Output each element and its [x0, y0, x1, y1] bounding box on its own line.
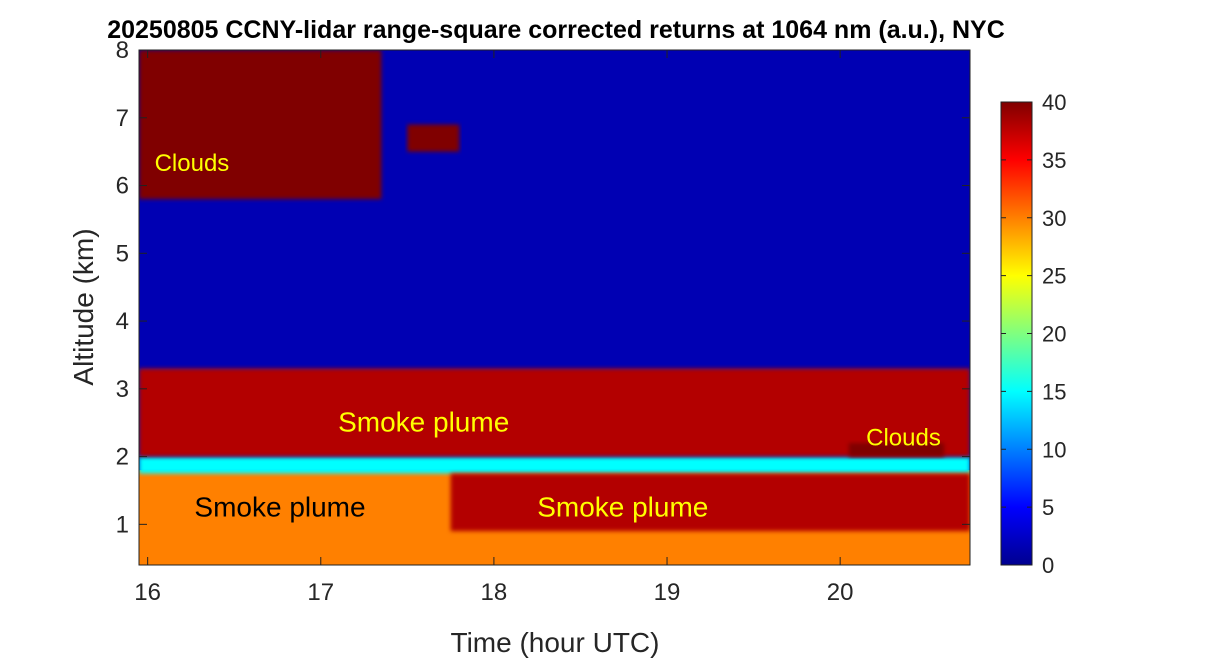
colorbar-tick-label: 35: [1042, 148, 1066, 173]
y-axis-label: Altitude (km): [68, 228, 99, 385]
colorbar-tick-label: 25: [1042, 264, 1066, 289]
colorbar-tick-label: 20: [1042, 322, 1066, 347]
x-axis-label: Time (hour UTC): [451, 627, 660, 658]
x-axis: 16 17 18 19 20: [134, 50, 854, 606]
annotation-label: Clouds: [866, 424, 941, 451]
colorbar-tick-label: 5: [1042, 495, 1054, 520]
colorbar-tick-label: 10: [1042, 437, 1066, 462]
y-tick-label: 7: [116, 105, 129, 132]
x-tick-label: 20: [827, 579, 854, 606]
plot-area: [139, 50, 970, 565]
colorbar-ticks: 0 5 10 15 20 25 30 35 40: [1001, 90, 1066, 578]
heatmap-cloud-region: [407, 124, 460, 152]
y-tick-label: 5: [116, 240, 129, 267]
colorbar-tick-label: 15: [1042, 379, 1066, 404]
x-tick-label: 18: [481, 579, 508, 606]
x-tick-label: 16: [134, 579, 161, 606]
heatmap-smoke-region: [450, 473, 970, 532]
y-tick-label: 1: [116, 511, 129, 538]
colorbar-tick-label: 0: [1042, 553, 1054, 578]
y-axis: 1 2 3 4 5 6 7 8: [116, 37, 970, 538]
annotation-label: Smoke plume: [338, 407, 509, 438]
x-tick-label: 17: [307, 579, 334, 606]
heatmap-transition-region: [139, 456, 970, 474]
annotation-label: Smoke plume: [537, 491, 708, 522]
annotation-label: Clouds: [155, 150, 230, 177]
colorbar-tick-label: 40: [1042, 90, 1066, 115]
colorbar-tick-label: 30: [1042, 206, 1066, 231]
heatmap-cloud-region: [139, 50, 382, 200]
chart-title: 20250805 CCNY-lidar range-square correct…: [107, 16, 1005, 44]
annotation-label: Smoke plume: [194, 491, 365, 522]
y-tick-label: 8: [116, 37, 129, 64]
annotations: Clouds Smoke plume Smoke plume Smoke plume C…: [155, 150, 941, 523]
plot-frame: [138, 49, 971, 566]
y-tick-label: 6: [116, 173, 129, 200]
heatmap-cloud-region: [848, 443, 945, 457]
y-tick-label: 2: [116, 444, 129, 471]
x-tick-label: 19: [654, 579, 681, 606]
heatmap-smoke-region: [139, 368, 970, 457]
y-tick-label: 3: [116, 376, 129, 403]
heatmap-layer: [139, 50, 970, 565]
y-tick-label: 4: [116, 308, 129, 335]
